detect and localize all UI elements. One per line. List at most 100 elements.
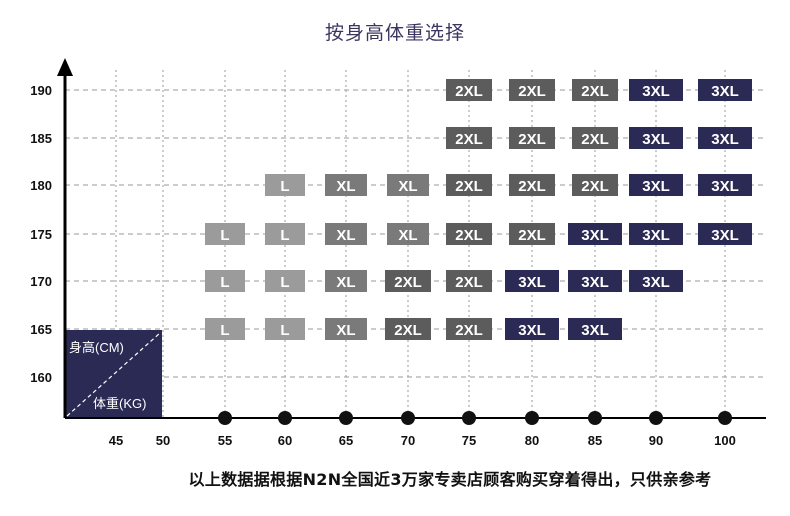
axis-dot: [588, 411, 602, 425]
x-tick-label: 65: [339, 433, 353, 448]
size-badge: [205, 318, 245, 340]
size-badge-label: 3XL: [642, 274, 670, 291]
size-badge: [572, 79, 618, 101]
size-badge-label: 3XL: [581, 227, 609, 244]
x-tick-label: 55: [218, 433, 232, 448]
size-badge: [446, 318, 492, 340]
x-tick-label: 100: [714, 433, 736, 448]
size-badge: [572, 174, 618, 196]
size-badge: [325, 270, 367, 292]
size-badge-label: 2XL: [455, 322, 483, 339]
size-badge-label: 2XL: [455, 178, 483, 195]
x-tick-label: 70: [401, 433, 415, 448]
size-badge: [568, 318, 622, 340]
size-badge-label: L: [280, 274, 289, 291]
x-tick-label: 45: [109, 433, 123, 448]
size-badge-label: 3XL: [711, 83, 739, 100]
size-badge: [387, 174, 429, 196]
size-badge-label: 2XL: [455, 227, 483, 244]
size-badge-label: 2XL: [518, 83, 546, 100]
size-badge-label: L: [220, 274, 229, 291]
y-tick-label: 180: [30, 178, 52, 193]
size-badge-label: 3XL: [711, 178, 739, 195]
x-tick-label: 60: [278, 433, 292, 448]
size-badge-label: 2XL: [581, 131, 609, 148]
size-badge: [446, 79, 492, 101]
size-badge: [387, 223, 429, 245]
y-tick-label: 185: [30, 131, 52, 146]
size-badge: [629, 270, 683, 292]
axis-dot: [649, 411, 663, 425]
size-badge: [385, 318, 431, 340]
x-tick-label: 80: [525, 433, 539, 448]
x-tick-label: 50: [156, 433, 170, 448]
size-badge-label: XL: [336, 274, 355, 291]
axis-dot: [718, 411, 732, 425]
size-badge: [572, 127, 618, 149]
size-badge-label: 3XL: [518, 274, 546, 291]
size-badge-label: XL: [398, 227, 417, 244]
y-tick-label: 190: [30, 83, 52, 98]
size-badge-label: XL: [398, 178, 417, 195]
size-badge: [505, 318, 559, 340]
size-badge-label: 3XL: [642, 178, 670, 195]
size-badge: [698, 79, 752, 101]
axis-dot: [278, 411, 292, 425]
size-badge-label: 2XL: [455, 83, 483, 100]
size-badge-label: 3XL: [711, 131, 739, 148]
corner-label-height: 身高(CM): [69, 340, 124, 355]
size-badge-label: 3XL: [642, 131, 670, 148]
size-badge: [509, 174, 555, 196]
chart-title: 按身高体重选择: [324, 22, 465, 44]
size-badge-label: 2XL: [455, 131, 483, 148]
size-badge: [698, 174, 752, 196]
size-badge: [205, 270, 245, 292]
size-badge: [568, 223, 622, 245]
size-badge-label: 3XL: [642, 83, 670, 100]
size-badge: [205, 223, 245, 245]
x-tick-label: 75: [462, 433, 476, 448]
size-badge: [265, 318, 305, 340]
size-badge: [698, 127, 752, 149]
size-badge: [568, 270, 622, 292]
size-badge-label: L: [220, 227, 229, 244]
corner-label-weight: 体重(KG): [93, 396, 146, 411]
axis-dot: [339, 411, 353, 425]
y-tick-label: 170: [30, 274, 52, 289]
size-badge: [265, 270, 305, 292]
size-badge-label: XL: [336, 322, 355, 339]
size-badge: [446, 127, 492, 149]
size-badge: [385, 270, 431, 292]
size-badge-label: 2XL: [581, 178, 609, 195]
size-badge-label: 2XL: [518, 178, 546, 195]
size-badge-label: 2XL: [394, 274, 422, 291]
size-badge: [509, 79, 555, 101]
size-badge: [509, 127, 555, 149]
size-badge-label: 2XL: [518, 227, 546, 244]
size-badge: [505, 270, 559, 292]
size-badge: [629, 79, 683, 101]
size-badge: [629, 223, 683, 245]
size-badge: [325, 318, 367, 340]
size-badge-label: 3XL: [581, 274, 609, 291]
axis-dot: [525, 411, 539, 425]
size-badge-label: 2XL: [581, 83, 609, 100]
size-badge: [265, 223, 305, 245]
size-badge-label: L: [280, 322, 289, 339]
size-badge: [325, 174, 367, 196]
size-badge: [629, 127, 683, 149]
axis-dot: [462, 411, 476, 425]
size-badge-label: L: [280, 178, 289, 195]
size-badge-label: L: [220, 322, 229, 339]
size-badge: [265, 174, 305, 196]
corner-box: [65, 330, 162, 418]
size-badge: [509, 223, 555, 245]
size-badge-label: 3XL: [711, 227, 739, 244]
size-badge: [446, 223, 492, 245]
size-badge: [325, 223, 367, 245]
size-badge: [446, 174, 492, 196]
size-badge-label: 3XL: [642, 227, 670, 244]
size-badge-label: 3XL: [518, 322, 546, 339]
size-badge-label: 2XL: [518, 131, 546, 148]
